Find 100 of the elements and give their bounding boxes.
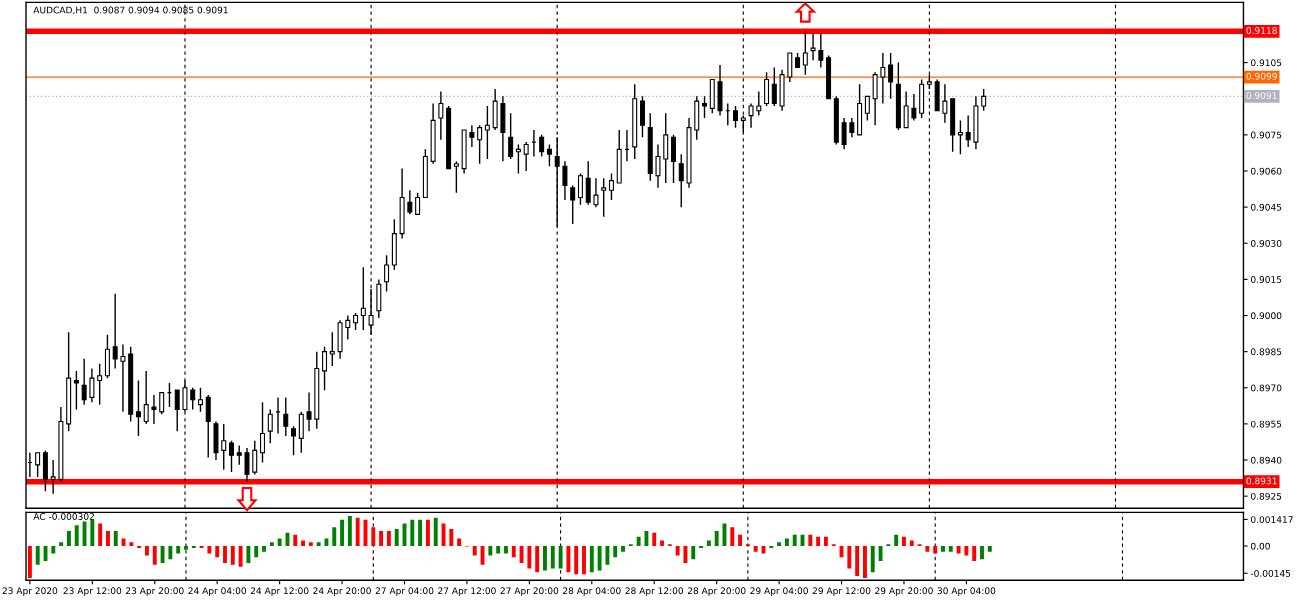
x-tick-label: 28 Apr 20:00 — [687, 587, 746, 596]
y-tick-label: 0.9030 — [1250, 239, 1282, 247]
bar — [597, 546, 602, 571]
candlestick — [655, 143, 661, 189]
bar — [519, 546, 524, 563]
bar — [730, 527, 735, 547]
candlestick — [577, 172, 583, 206]
candlestick — [523, 141, 529, 172]
candlestick — [601, 177, 607, 218]
bar — [753, 546, 758, 552]
bar — [308, 542, 313, 547]
bar — [550, 546, 555, 569]
candlestick — [702, 95, 708, 119]
bar — [113, 530, 118, 547]
bar — [574, 546, 579, 575]
x-tick-label: 23 Apr 20:00 — [126, 587, 184, 596]
candlestick — [252, 440, 258, 476]
candlestick — [903, 90, 909, 129]
candlestick — [469, 124, 475, 148]
ref-line-label: 0.9099 — [1246, 72, 1277, 80]
candlestick — [244, 447, 250, 483]
candlestick — [89, 367, 95, 403]
x-tick-label: 29 Apr 04:00 — [750, 587, 808, 596]
bar — [472, 546, 477, 556]
y-tick-label: 0.8970 — [1250, 384, 1282, 392]
bar — [129, 542, 134, 547]
bar — [566, 546, 571, 573]
y-tick-label: 0.8940 — [1250, 456, 1282, 464]
bar — [652, 532, 657, 547]
y-tick-label: 0.00 — [1250, 542, 1270, 550]
bar — [449, 529, 454, 547]
candlestick — [802, 30, 808, 76]
candlestick — [120, 343, 126, 413]
bar — [644, 530, 649, 547]
candlestick — [112, 293, 118, 370]
bar — [340, 519, 345, 547]
bar — [987, 546, 992, 552]
bar — [285, 532, 290, 547]
bar — [74, 525, 79, 547]
candlestick — [957, 119, 963, 155]
x-tick-label: 28 Apr 12:00 — [625, 587, 684, 596]
candlestick — [174, 389, 180, 432]
candlestick — [50, 459, 56, 495]
bar — [223, 546, 227, 563]
bar — [176, 546, 181, 554]
bar — [184, 546, 188, 550]
ref-line-label: 0.9091 — [1246, 92, 1277, 99]
ref-line-label: 0.8931 — [1246, 477, 1277, 485]
candlestick — [888, 52, 894, 100]
bar — [355, 517, 360, 547]
candlestick — [329, 331, 335, 367]
bar — [98, 523, 103, 547]
bar — [90, 519, 95, 547]
bar — [418, 519, 423, 547]
candlestick — [35, 452, 41, 478]
bar — [933, 546, 938, 554]
bar — [293, 534, 298, 547]
bar — [488, 546, 493, 556]
y-tick-label: -0.00145 — [1250, 569, 1291, 577]
bar — [316, 542, 321, 547]
candlestick — [228, 440, 234, 473]
candlestick — [384, 254, 390, 293]
bar — [504, 546, 508, 554]
candlestick — [97, 362, 103, 406]
candlestick — [360, 266, 366, 331]
ref-line-label: 0.9118 — [1246, 27, 1277, 34]
candlestick — [221, 423, 227, 471]
bar — [347, 515, 352, 547]
bar — [894, 534, 899, 547]
candlestick — [159, 391, 165, 415]
candlestick — [81, 358, 87, 406]
x-tick-label: 23 Apr 12:00 — [63, 587, 122, 596]
bar — [956, 546, 961, 554]
bar — [66, 530, 71, 547]
bar — [394, 529, 399, 547]
bar — [605, 546, 610, 565]
candlestick — [438, 90, 444, 141]
bar — [621, 546, 625, 552]
bar — [980, 546, 984, 560]
bar — [152, 546, 157, 565]
chart-title: AUDCAD,H1 0.9087 0.9094 0.9085 0.9091 — [33, 6, 228, 15]
bar — [714, 530, 719, 547]
bar — [35, 546, 40, 565]
candlestick — [562, 160, 568, 201]
candlestick — [546, 143, 552, 167]
candlestick — [911, 93, 917, 122]
candlestick — [236, 444, 242, 466]
bar — [105, 530, 110, 547]
bar — [121, 538, 126, 547]
bar — [558, 546, 563, 569]
candlestick — [841, 117, 847, 151]
x-tick-label: 27 Apr 12:00 — [438, 587, 496, 596]
bar — [808, 534, 813, 547]
x-tick-label: 28 Apr 04:00 — [563, 587, 621, 596]
bar — [379, 530, 384, 547]
bar — [535, 546, 540, 573]
bar — [823, 536, 828, 547]
bar — [457, 538, 462, 547]
y-tick-label: 0.9000 — [1250, 312, 1282, 320]
candlestick — [135, 379, 141, 437]
